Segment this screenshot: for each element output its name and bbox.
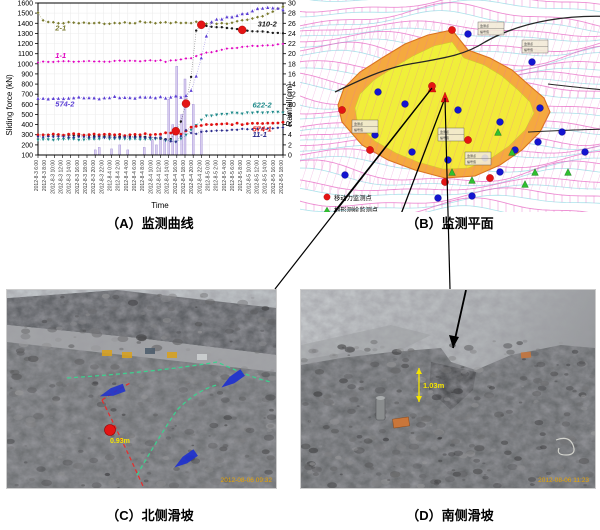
svg-text:24: 24 (288, 31, 296, 38)
svg-text:Sliding force (kN): Sliding force (kN) (5, 74, 14, 136)
svg-text:2012-8-4 14:00: 2012-8-4 14:00 (165, 160, 171, 194)
svg-text:2012-8-4 18:00: 2012-8-4 18:00 (181, 160, 187, 194)
svg-text:监测点: 监测点 (440, 129, 449, 134)
svg-text:编号值: 编号值 (524, 47, 533, 52)
svg-text:1500: 1500 (17, 11, 33, 18)
svg-text:2012-8-4 6:00: 2012-8-4 6:00 (132, 160, 138, 191)
svg-text:2012-8-5 16:00: 2012-8-5 16:00 (271, 160, 277, 194)
svg-text:监测点: 监测点 (354, 121, 363, 126)
svg-text:700: 700 (21, 92, 33, 99)
svg-text:Rainfall(cm): Rainfall(cm) (285, 83, 294, 126)
svg-text:1600: 1600 (17, 1, 33, 8)
svg-text:100: 100 (21, 153, 33, 160)
svg-text:2012-8-4 8:00: 2012-8-4 8:00 (140, 160, 146, 191)
svg-text:2012-8-3 6:00: 2012-8-3 6:00 (34, 160, 40, 191)
svg-text:编号值: 编号值 (440, 135, 449, 140)
svg-text:2012-8-3 22:00: 2012-8-3 22:00 (99, 160, 105, 194)
svg-text:1.03m: 1.03m (423, 381, 445, 390)
svg-text:2012-8-3 16:00: 2012-8-3 16:00 (75, 160, 81, 194)
svg-text:4: 4 (288, 132, 292, 139)
svg-text:1100: 1100 (18, 51, 33, 58)
svg-text:2012-8-4 0:00: 2012-8-4 0:00 (108, 160, 114, 191)
svg-text:1200: 1200 (17, 41, 33, 48)
svg-text:监测点: 监测点 (480, 23, 489, 28)
svg-text:2012-8-4 22:00: 2012-8-4 22:00 (197, 160, 203, 194)
svg-text:2012-8-5 4:00: 2012-8-5 4:00 (222, 160, 228, 191)
svg-text:2012-8-4 20:00: 2012-8-4 20:00 (189, 160, 195, 194)
svg-text:2012-8-4 4:00: 2012-8-4 4:00 (124, 160, 130, 191)
svg-text:200: 200 (21, 142, 33, 149)
svg-text:300: 300 (21, 132, 33, 139)
svg-text:500: 500 (21, 112, 33, 119)
svg-text:2012-8-5 14:00: 2012-8-5 14:00 (263, 160, 269, 194)
svg-text:2012-8-5 6:00: 2012-8-5 6:00 (230, 160, 236, 191)
svg-text:2012-8-4 12:00: 2012-8-4 12:00 (157, 160, 163, 194)
svg-text:编号值: 编号值 (467, 159, 476, 164)
svg-text:574-2: 574-2 (55, 99, 75, 108)
svg-text:2012-8-5 8:00: 2012-8-5 8:00 (238, 160, 244, 191)
svg-text:2012-8-5 18:00: 2012-8-5 18:00 (279, 160, 285, 194)
svg-text:2: 2 (288, 142, 292, 149)
svg-text:2012-8-3 10:00: 2012-8-3 10:00 (50, 160, 56, 194)
svg-text:2012-8-4 2:00: 2012-8-4 2:00 (116, 160, 122, 191)
svg-text:900: 900 (21, 71, 33, 78)
svg-text:30: 30 (288, 1, 296, 8)
svg-text:26: 26 (288, 21, 296, 28)
svg-text:2012-8-5 12:00: 2012-8-5 12:00 (255, 160, 261, 194)
svg-text:600: 600 (21, 102, 33, 109)
svg-text:Time: Time (151, 201, 169, 210)
svg-text:2012-8-3 12:00: 2012-8-3 12:00 (59, 160, 65, 194)
svg-text:2012-8-3 20:00: 2012-8-3 20:00 (91, 160, 97, 194)
svg-text:1300: 1300 (17, 31, 33, 38)
svg-text:22: 22 (288, 41, 296, 48)
svg-text:2012-8-3 18:00: 2012-8-3 18:00 (83, 160, 89, 194)
svg-text:11-1: 11-1 (253, 130, 267, 139)
svg-text:移动力监测点: 移动力监测点 (334, 193, 372, 202)
svg-text:2012-8-5 0:00: 2012-8-5 0:00 (206, 160, 212, 191)
svg-text:监测点: 监测点 (467, 153, 476, 158)
svg-text:1000: 1000 (17, 61, 33, 68)
svg-text:地形测绘监测点: 地形测绘监测点 (334, 205, 378, 212)
svg-text:2012-08-06 11:23: 2012-08-06 11:23 (538, 477, 589, 484)
svg-text:16: 16 (288, 71, 296, 78)
svg-text:2012-8-4 16:00: 2012-8-4 16:00 (173, 160, 179, 194)
svg-text:2012-8-3 14:00: 2012-8-3 14:00 (67, 160, 73, 194)
svg-text:2012-08-06 09:32: 2012-08-06 09:32 (221, 477, 273, 484)
svg-text:622-2: 622-2 (253, 100, 273, 109)
svg-text:18: 18 (288, 61, 296, 68)
svg-text:0: 0 (288, 153, 292, 160)
svg-text:2012-8-3 8:00: 2012-8-3 8:00 (42, 160, 48, 191)
svg-text:监测点: 监测点 (524, 41, 533, 46)
svg-text:28: 28 (288, 11, 296, 18)
svg-text:1-1: 1-1 (55, 51, 66, 60)
svg-text:2-1: 2-1 (54, 23, 66, 32)
svg-text:2012-8-5 2:00: 2012-8-5 2:00 (214, 160, 220, 191)
svg-text:编号值: 编号值 (480, 29, 489, 34)
svg-text:400: 400 (21, 122, 33, 129)
svg-text:0.93m: 0.93m (110, 438, 130, 445)
svg-text:310-2: 310-2 (258, 20, 278, 29)
svg-text:2012-8-5 10:00: 2012-8-5 10:00 (246, 160, 252, 194)
svg-text:编号值: 编号值 (354, 127, 363, 132)
svg-text:800: 800 (21, 82, 33, 89)
svg-text:2012-8-4 10:00: 2012-8-4 10:00 (148, 160, 154, 194)
svg-text:1400: 1400 (17, 21, 33, 28)
svg-text:20: 20 (288, 51, 296, 58)
